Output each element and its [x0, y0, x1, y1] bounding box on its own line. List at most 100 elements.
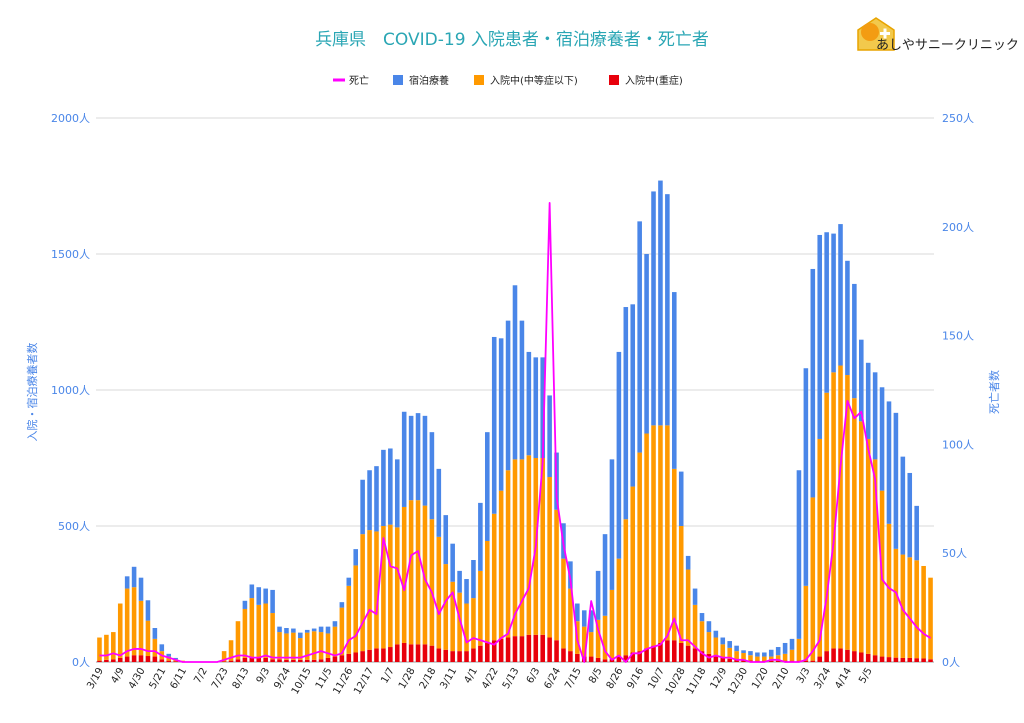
death-line-series — [99, 201, 932, 663]
bar — [928, 659, 933, 662]
bar — [907, 657, 913, 662]
bar — [249, 598, 255, 658]
x-tick-label: 3/11 — [439, 666, 460, 691]
x-axis: 3/19 4/9 4/30 5/21 6/11 7/2 7/23 8/13 9/3 9/2410/… — [85, 666, 875, 696]
bar — [443, 649, 449, 662]
bar — [602, 534, 608, 616]
bar — [741, 659, 746, 662]
x-tick-label: 6/3 — [525, 666, 543, 685]
bar — [304, 632, 310, 660]
bar — [775, 660, 781, 662]
bar — [838, 224, 843, 366]
bar — [519, 459, 525, 637]
bar — [824, 232, 829, 393]
bar — [228, 660, 234, 662]
bar — [533, 634, 539, 662]
bar — [388, 524, 393, 648]
bar — [845, 375, 850, 650]
x-tick-label: 1/28 — [397, 666, 418, 691]
bar — [519, 636, 525, 662]
bar — [907, 557, 913, 658]
x-tick-label: 7/15 — [563, 666, 584, 691]
bar — [831, 648, 836, 662]
bar — [886, 523, 892, 658]
bar — [443, 564, 449, 650]
bar — [692, 604, 698, 649]
bar — [478, 645, 483, 662]
bar — [547, 637, 552, 662]
bar — [505, 320, 511, 471]
bar — [415, 413, 421, 501]
bar — [270, 613, 275, 660]
bar — [104, 634, 109, 660]
bar — [928, 577, 933, 660]
bar — [117, 603, 123, 658]
bar — [436, 536, 442, 649]
bar — [436, 468, 442, 537]
bar — [394, 644, 400, 662]
bar — [782, 653, 788, 661]
x-tick-label: 3/24 — [812, 666, 833, 691]
bar — [879, 387, 885, 491]
bar — [498, 490, 504, 639]
sun-icon — [861, 23, 879, 41]
bar — [568, 588, 573, 652]
bar — [124, 576, 130, 589]
bar — [138, 600, 144, 656]
bar — [713, 637, 719, 657]
bar — [637, 452, 642, 652]
x-tick-label: 8/5 — [587, 666, 605, 685]
y-axis-left: 0人 500人 1000人 1500人 2000人 — [51, 112, 90, 669]
bar — [457, 592, 462, 652]
x-tick-label: 10/15 — [290, 666, 314, 696]
legend-swatch — [609, 75, 619, 85]
x-tick-label: 6/24 — [542, 666, 563, 691]
bar — [575, 653, 580, 662]
bar — [782, 642, 788, 654]
bar — [124, 588, 130, 657]
bar — [817, 234, 823, 439]
bar — [498, 638, 504, 662]
bar — [595, 657, 601, 662]
bar — [360, 534, 365, 652]
bar — [450, 543, 455, 582]
bar — [602, 615, 608, 660]
bar — [526, 634, 532, 662]
bar — [401, 506, 407, 643]
bar — [678, 526, 684, 643]
bar — [588, 632, 594, 657]
bar — [651, 425, 656, 646]
legend-label: 入院中(中等症以下) — [490, 74, 578, 87]
bar — [914, 505, 919, 561]
bar — [672, 292, 677, 469]
bar — [865, 438, 871, 654]
bar — [346, 653, 352, 662]
bar — [879, 656, 885, 662]
bar — [755, 656, 760, 661]
bar — [436, 648, 442, 662]
bar — [803, 660, 809, 662]
clinic-logo: あしやサニークリニック — [857, 17, 1019, 53]
bar — [588, 610, 594, 633]
bar — [325, 633, 331, 658]
bar — [464, 579, 469, 604]
bar — [623, 655, 629, 662]
bar — [422, 644, 428, 662]
bar — [367, 530, 372, 650]
bar — [401, 411, 407, 507]
bar — [298, 638, 303, 660]
bar — [471, 598, 476, 649]
bar — [575, 603, 580, 622]
bar — [685, 569, 691, 646]
bar — [651, 645, 656, 662]
bar — [249, 584, 255, 599]
y2-tick-label: 100人 — [942, 438, 974, 451]
bar-series — [97, 180, 933, 662]
bar — [768, 660, 774, 662]
bar — [284, 659, 289, 662]
bar — [637, 651, 642, 662]
bar — [131, 587, 137, 656]
x-tick-label: 11/18 — [685, 666, 709, 696]
bar — [311, 631, 317, 660]
